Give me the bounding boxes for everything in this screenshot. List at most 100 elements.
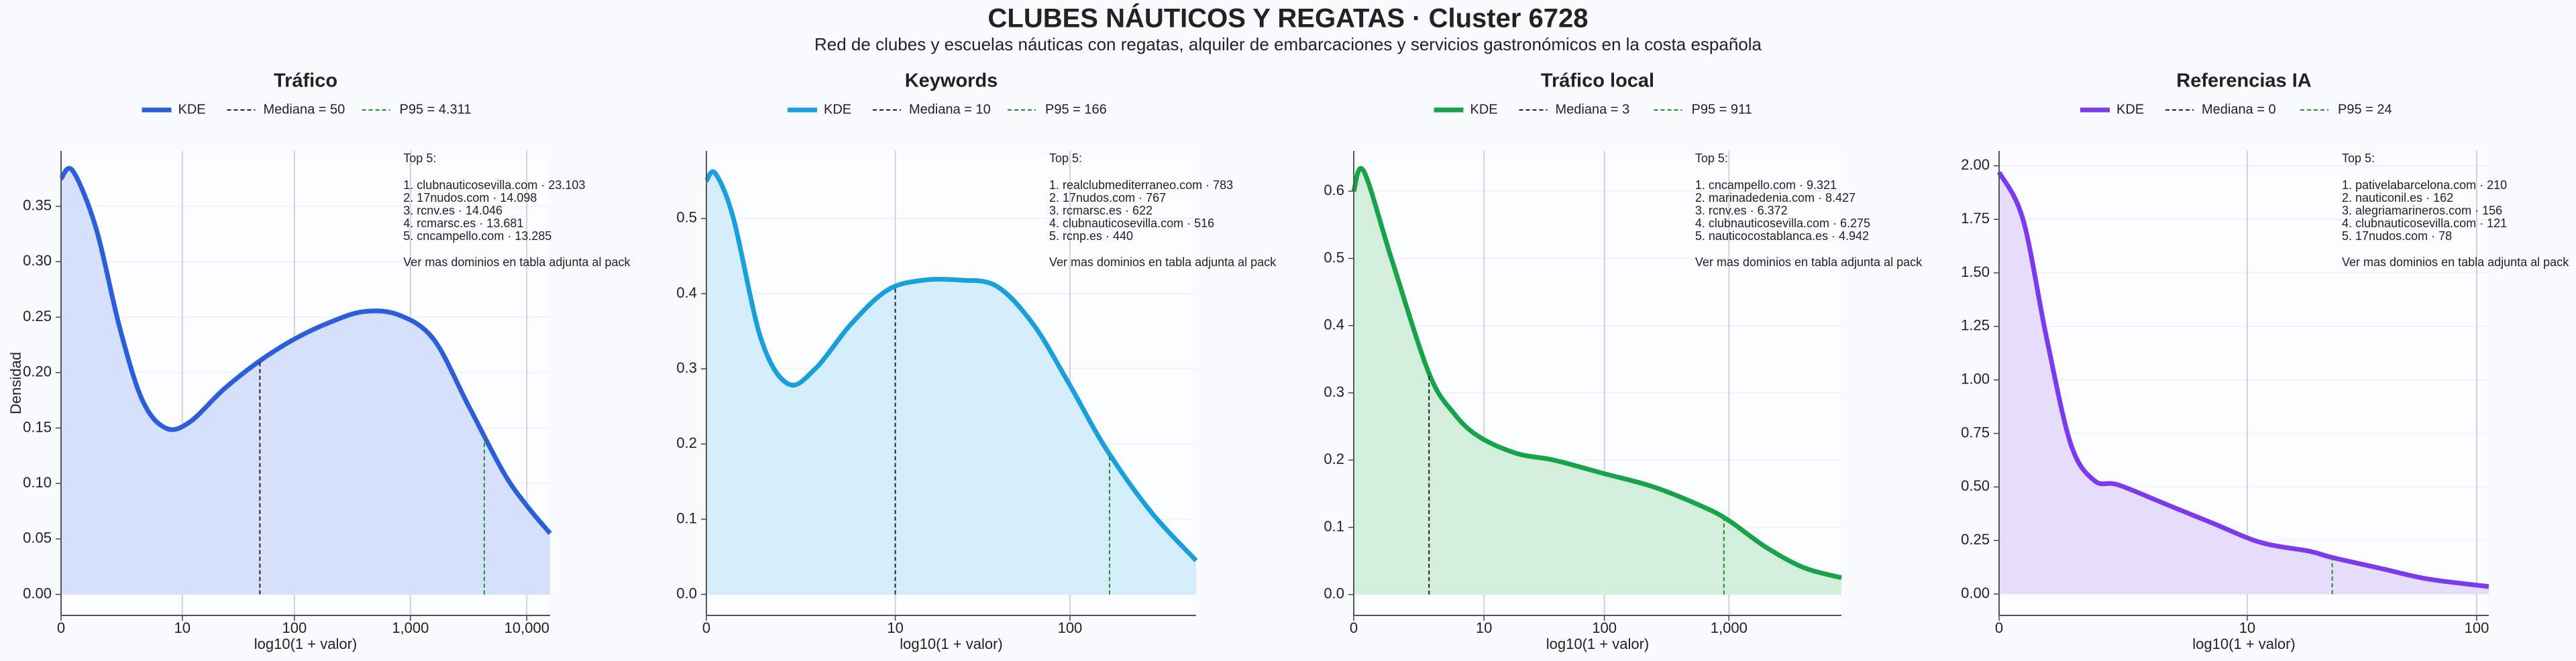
kde-line — [704, 169, 1198, 562]
y-tick-label: 0.4 — [1324, 316, 1344, 333]
kde-line — [59, 166, 552, 535]
x-axis-label: log10(1 + valor) — [2192, 636, 2295, 652]
y-tick-label: 0.5 — [676, 209, 697, 226]
y-tick-label: 0.30 — [23, 252, 52, 269]
legend-label: KDE — [178, 102, 206, 117]
y-tick-label: 2.00 — [1961, 156, 1990, 173]
annotation-footer: Ver mas dominios en tabla adjunta al pac… — [403, 255, 631, 269]
x-tick-label: 10 — [2239, 619, 2255, 636]
x-tick-label: 100 — [1058, 619, 1083, 636]
x-tick-label: 100 — [2465, 619, 2489, 636]
y-tick-label: 0.5 — [1324, 249, 1344, 265]
annotation-item: 1. pativelabarcelona.com · 210 — [2342, 178, 2507, 192]
x-axis-label: log10(1 + valor) — [1546, 636, 1649, 652]
y-tick-label: 0.25 — [23, 308, 52, 324]
legend-label: KDE — [824, 102, 851, 117]
y-tick-label: 0.0 — [1324, 585, 1344, 602]
annotation-title: Top 5: — [2342, 152, 2375, 165]
annotation-item: 3. rcmarsc.es · 622 — [1049, 204, 1152, 217]
y-tick-label: 1.00 — [1961, 371, 1990, 387]
annotation-item: 5. rcnp.es · 440 — [1049, 229, 1133, 243]
legend-label: P95 = 24 — [2338, 102, 2392, 117]
annotation-item: 4. clubnauticosevilla.com · 6.275 — [1695, 217, 1870, 230]
y-tick-label: 0.3 — [676, 359, 697, 376]
legend-label: Mediana = 3 — [1556, 102, 1630, 117]
x-tick-label: 10 — [174, 619, 191, 636]
annotation-item: 5. 17nudos.com · 78 — [2342, 229, 2452, 243]
x-tick-label: 100 — [282, 619, 307, 636]
y-tick-label: 1.25 — [1961, 317, 1990, 334]
kde-area — [61, 168, 550, 595]
y-tick-label: 0.3 — [1324, 383, 1344, 400]
annotation-title: Top 5: — [1695, 152, 1728, 165]
y-tick-label: 0.10 — [23, 474, 52, 491]
annotation-footer: Ver mas dominios en tabla adjunta al pac… — [2342, 255, 2569, 269]
y-tick-label: 0.25 — [1961, 531, 1990, 548]
panel-title: Tráfico local — [1541, 70, 1654, 92]
y-tick-label: 0.50 — [1961, 477, 1990, 494]
legend-label: P95 = 4.311 — [400, 102, 472, 117]
kde-line — [1351, 166, 1842, 581]
x-axis-label: log10(1 + valor) — [254, 636, 357, 652]
annotation-item: 3. rcnv.es · 14.046 — [403, 204, 502, 217]
y-tick-label: 1.50 — [1961, 263, 1990, 280]
annotation-item: 4. clubnauticosevilla.com · 121 — [2342, 217, 2507, 230]
legend-label: Mediana = 10 — [909, 102, 991, 117]
x-tick-label: 1,000 — [392, 619, 429, 636]
x-tick-label: 0 — [57, 619, 65, 636]
y-tick-label: 0.75 — [1961, 424, 1990, 440]
x-tick-label: 0 — [1350, 619, 1358, 636]
y-tick-label: 0.05 — [23, 530, 52, 546]
y-tick-label: 0.1 — [1324, 518, 1344, 534]
panel-title: Keywords — [905, 70, 998, 92]
annotation-item: 3. rcnv.es · 6.372 — [1695, 204, 1788, 217]
annotation-item: 2. 17nudos.com · 767 — [1049, 191, 1166, 204]
kde-area — [706, 172, 1196, 595]
annotation-item: 4. clubnauticosevilla.com · 516 — [1049, 217, 1214, 230]
x-axis-label: log10(1 + valor) — [900, 636, 1002, 652]
annotation-item: 5. cncampello.com · 13.285 — [403, 229, 551, 243]
y-tick-label: 0.1 — [676, 509, 697, 526]
y-tick-label: 0.00 — [1961, 585, 1990, 601]
chart-subtitle: Red de clubes y escuelas náuticas con re… — [814, 34, 1762, 54]
annotation-item: 2. marinadedenia.com · 8.427 — [1695, 191, 1856, 204]
x-tick-label: 0 — [702, 619, 710, 636]
y-axis-label: Densidad — [7, 352, 24, 414]
x-tick-label: 0 — [1995, 619, 2003, 636]
legend-label: KDE — [2116, 102, 2144, 117]
x-tick-label: 100 — [1592, 619, 1617, 636]
x-tick-label: 10 — [1476, 619, 1492, 636]
y-tick-label: 0.35 — [23, 197, 52, 214]
kde-line — [1996, 171, 2489, 589]
chart-title: CLUBES NÁUTICOS Y REGATAS · Cluster 6728 — [988, 3, 1589, 34]
y-tick-label: 0.2 — [1324, 450, 1344, 467]
x-tick-label: 1,000 — [1711, 619, 1748, 636]
y-tick-label: 0.4 — [676, 284, 697, 301]
y-tick-label: 1.75 — [1961, 210, 1990, 227]
legend-label: Mediana = 50 — [264, 102, 345, 117]
kde-area — [1999, 172, 2489, 595]
y-tick-label: 0.20 — [23, 363, 52, 380]
x-tick-label: 10,000 — [504, 619, 549, 636]
annotation-title: Top 5: — [1049, 152, 1082, 165]
y-tick-label: 0.0 — [676, 585, 697, 601]
x-tick-label: 10 — [887, 619, 903, 636]
annotation-item: 4. rcmarsc.es · 13.681 — [403, 217, 523, 230]
annotation-footer: Ver mas dominios en tabla adjunta al pac… — [1695, 255, 1923, 269]
annotation-item: 3. alegriamarineros.com · 156 — [2342, 204, 2502, 217]
y-tick-label: 0.00 — [23, 585, 52, 601]
y-tick-label: 0.6 — [1324, 182, 1344, 198]
legend-label: P95 = 166 — [1045, 102, 1107, 117]
annotation-item: 5. nauticocostablanca.es · 4.942 — [1695, 229, 1869, 243]
annotation-item: 1. clubnauticosevilla.com · 23.103 — [403, 178, 585, 192]
annotation-footer: Ver mas dominios en tabla adjunta al pac… — [1049, 255, 1277, 269]
annotation-item: 2. nauticonil.es · 162 — [2342, 191, 2453, 204]
legend-label: KDE — [1470, 102, 1498, 117]
legend-label: P95 = 911 — [1692, 102, 1752, 117]
panel-title: Referencias IA — [2176, 70, 2312, 92]
annotation-item: 1. cncampello.com · 9.321 — [1695, 178, 1837, 192]
y-tick-label: 0.15 — [23, 418, 52, 435]
panel-title: Tráfico — [274, 70, 337, 92]
annotation-item: 1. realclubmediterraneo.com · 783 — [1049, 178, 1233, 192]
